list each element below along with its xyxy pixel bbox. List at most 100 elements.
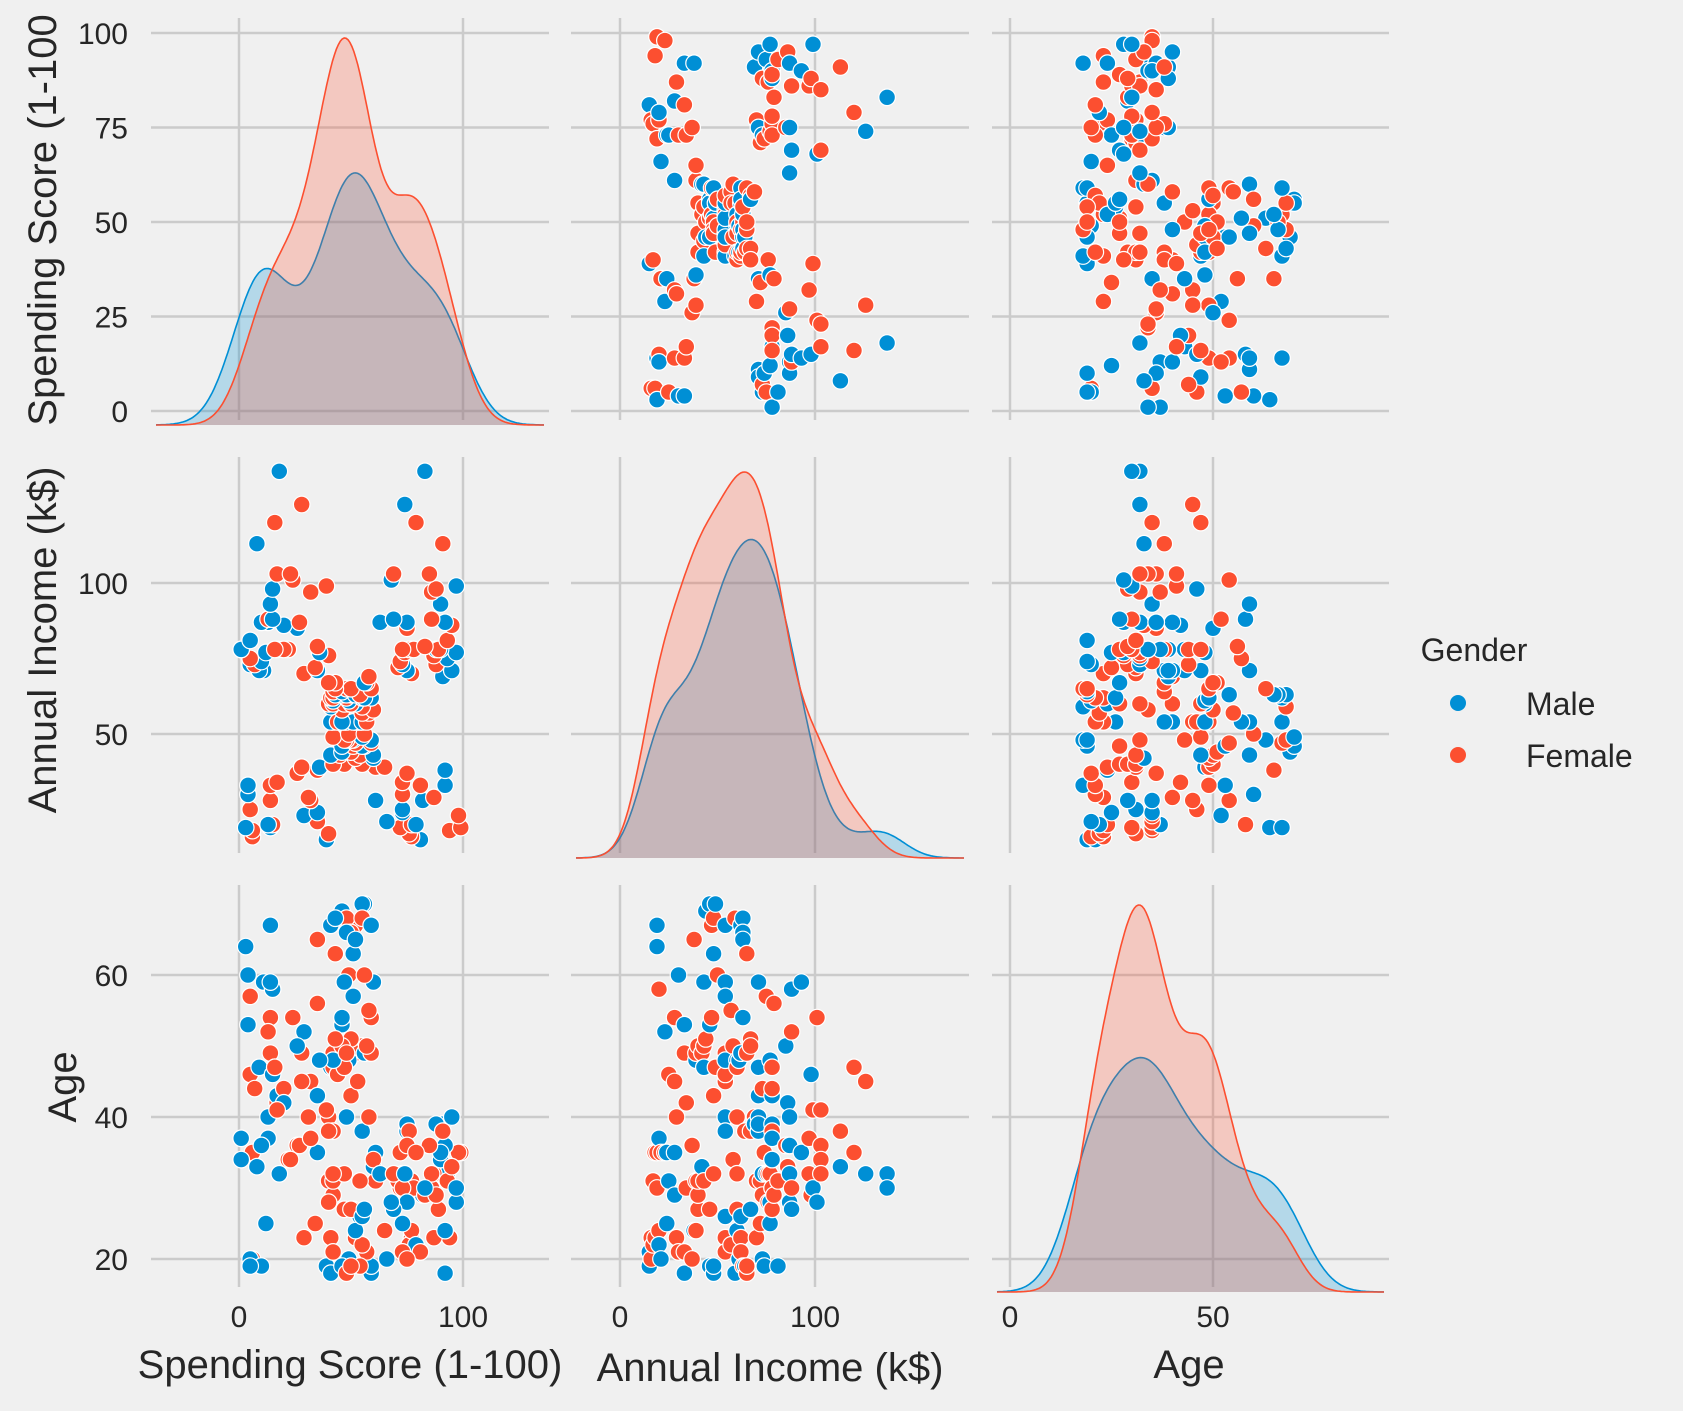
scatter-point xyxy=(652,1250,670,1268)
scatter-point xyxy=(335,973,354,991)
scatter-point xyxy=(741,1200,760,1219)
xlabel-income: Annual Income (k$) xyxy=(597,1346,944,1390)
panel-0-2 xyxy=(992,18,1389,420)
scatter-point xyxy=(1240,595,1259,613)
scatter-point xyxy=(384,565,403,583)
scatter-point xyxy=(782,1200,801,1219)
scatter-point xyxy=(1106,688,1125,707)
scatter-point xyxy=(268,773,287,792)
scatter-point xyxy=(1171,773,1190,792)
scatter-point xyxy=(1216,387,1235,405)
scatter-point xyxy=(407,513,425,532)
scatter-point xyxy=(449,806,468,825)
kde-fill-male xyxy=(997,1057,1384,1292)
scatter-point xyxy=(1195,266,1214,284)
scatter-point xyxy=(759,250,778,269)
scatter-point xyxy=(1143,513,1161,532)
scatter-point xyxy=(1094,292,1113,311)
scatter-point xyxy=(1082,118,1101,137)
ytick-label: 100 xyxy=(78,568,128,601)
scatter-point xyxy=(763,126,781,145)
scatter-point xyxy=(745,182,764,201)
scatter-point xyxy=(295,1228,313,1247)
scatter-point xyxy=(1204,673,1222,692)
scatter-point xyxy=(236,818,255,837)
scatter-point xyxy=(1183,495,1202,514)
scatter-point xyxy=(856,1164,875,1183)
scatter-point xyxy=(687,296,705,315)
scatter-point xyxy=(333,1008,351,1027)
scatter-point xyxy=(422,610,441,629)
scatter-point xyxy=(1147,613,1166,632)
scatter-point xyxy=(656,1022,674,1041)
scatter-point xyxy=(1122,88,1141,107)
scatter-point xyxy=(308,930,327,949)
scatter-point xyxy=(324,1242,343,1261)
scatter-point xyxy=(360,1001,378,1020)
scatter-point xyxy=(1163,43,1182,61)
scatter-point xyxy=(763,65,781,84)
kde-fill-male xyxy=(576,539,964,858)
scatter-point xyxy=(765,269,783,288)
scatter-point xyxy=(422,1164,441,1183)
scatter-point xyxy=(652,152,670,171)
scatter-point xyxy=(1256,679,1275,698)
scatter-point xyxy=(878,1179,896,1197)
scatter-point xyxy=(232,1150,251,1169)
scatter-point xyxy=(646,46,664,65)
scatter-point xyxy=(241,631,260,650)
ylabel-spending: Spending Score (1-100 xyxy=(21,14,65,425)
scatter-point xyxy=(1078,197,1096,216)
scatter-point xyxy=(326,1029,345,1048)
scatter-point xyxy=(677,337,696,356)
scatter-point xyxy=(1208,239,1226,258)
scatter-point xyxy=(319,673,338,692)
scatter-point xyxy=(344,987,363,1006)
scatter-point xyxy=(1273,349,1291,368)
scatter-point xyxy=(265,513,284,532)
scatter-point xyxy=(395,1164,414,1183)
scatter-point xyxy=(1264,205,1283,224)
scatter-point xyxy=(1078,652,1096,671)
scatter-point xyxy=(270,1164,289,1183)
scatter-point xyxy=(1151,281,1170,299)
scatter-point xyxy=(1212,610,1230,629)
scatter-point xyxy=(706,895,725,913)
scatter-point xyxy=(1122,35,1141,54)
scatter-point xyxy=(319,1122,338,1141)
scatter-point xyxy=(306,1214,325,1233)
scatter-point xyxy=(420,565,439,583)
scatter-point xyxy=(239,1015,257,1034)
scatter-point xyxy=(1228,637,1247,656)
scatter-point xyxy=(704,1164,723,1183)
scatter-point xyxy=(1199,220,1218,239)
scatter-point xyxy=(398,1250,416,1268)
scatter-point xyxy=(737,944,756,963)
scatter-point xyxy=(308,994,327,1013)
scatter-point xyxy=(683,1250,701,1268)
scatter-point xyxy=(1102,273,1121,292)
scatter-point xyxy=(377,812,396,831)
scatter-point xyxy=(337,1108,356,1126)
scatter-point xyxy=(232,1129,251,1148)
kde-line-female xyxy=(156,37,544,426)
kde-line-male xyxy=(576,538,964,859)
scatter-point xyxy=(1183,296,1202,315)
scatter-point xyxy=(281,1150,300,1169)
scatter-point xyxy=(1269,220,1287,239)
scatter-point xyxy=(1114,250,1133,269)
scatter-point xyxy=(416,1179,434,1197)
scatter-point xyxy=(1240,349,1259,368)
scatter-point xyxy=(1074,54,1092,73)
scatter-point xyxy=(667,1108,686,1126)
scatter-point xyxy=(763,1058,781,1077)
legend-title: Gender xyxy=(1421,632,1528,668)
scatter-point xyxy=(1199,776,1218,795)
scatter-point xyxy=(239,966,257,984)
xtick-label: 100 xyxy=(790,1301,840,1334)
scatter-point xyxy=(677,1093,696,1112)
scatter-point xyxy=(644,250,662,269)
scatter-point xyxy=(763,341,781,360)
scatter-point xyxy=(342,1086,360,1105)
scatter-point xyxy=(416,462,434,481)
